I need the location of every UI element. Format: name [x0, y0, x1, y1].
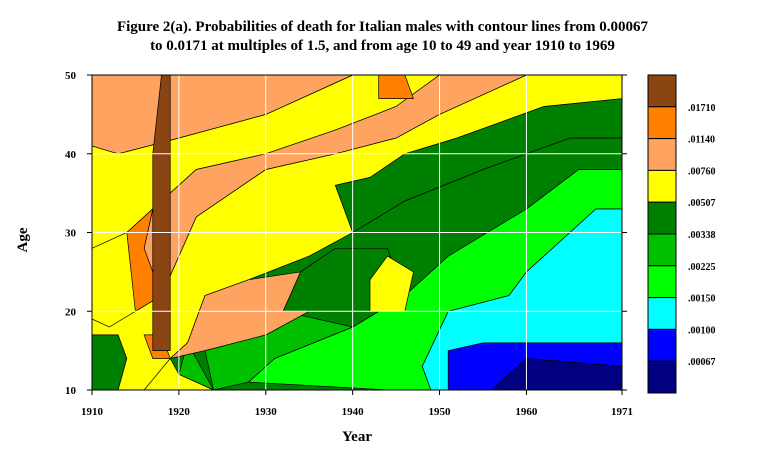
legend-swatch — [648, 202, 676, 234]
x-axis: 1910 1920 1930 1940 1950 1960 1971 — [81, 390, 633, 418]
y-tick-label: 10 — [65, 385, 77, 397]
x-tick-label: 1940 — [342, 406, 365, 418]
legend-swatch — [648, 107, 676, 139]
y-axis-label: Age — [15, 227, 31, 252]
legend-swatch — [648, 329, 676, 361]
legend-label: .00225 — [688, 262, 716, 273]
legend-swatch — [648, 170, 676, 202]
legend-label: .01710 — [688, 103, 716, 114]
y-tick-label: 50 — [65, 70, 77, 82]
legend-label: .00150 — [688, 294, 716, 305]
x-tick-label: 1910 — [81, 406, 104, 418]
legend-label: .00338 — [688, 230, 716, 241]
x-tick-label: 1930 — [255, 406, 278, 418]
legend-swatch — [648, 139, 676, 171]
x-tick-label: 1960 — [515, 406, 538, 418]
x-axis-label: Year — [342, 429, 372, 445]
y-tick-label: 30 — [65, 228, 77, 240]
legend-label: .00067 — [688, 357, 716, 368]
x-tick-label: 1950 — [429, 406, 452, 418]
legend-label: .00507 — [688, 198, 716, 209]
y-tick-label: 20 — [65, 306, 77, 318]
legend-label: .01140 — [688, 135, 715, 146]
legend-swatch — [648, 361, 676, 393]
legend-swatch — [648, 298, 676, 330]
legend-label: .00760 — [688, 166, 716, 177]
x-tick-label: 1920 — [168, 406, 191, 418]
legend-swatch — [648, 234, 676, 266]
x-tick-label: 1971 — [611, 406, 633, 418]
y-tick-label: 40 — [65, 149, 77, 161]
legend-swatch — [648, 75, 676, 107]
legend-label: .00100 — [688, 325, 716, 336]
color-legend: .01710 .01140 .00760 .00507 .00338 .00225 .001… — [648, 75, 716, 393]
legend-swatch — [648, 266, 676, 298]
